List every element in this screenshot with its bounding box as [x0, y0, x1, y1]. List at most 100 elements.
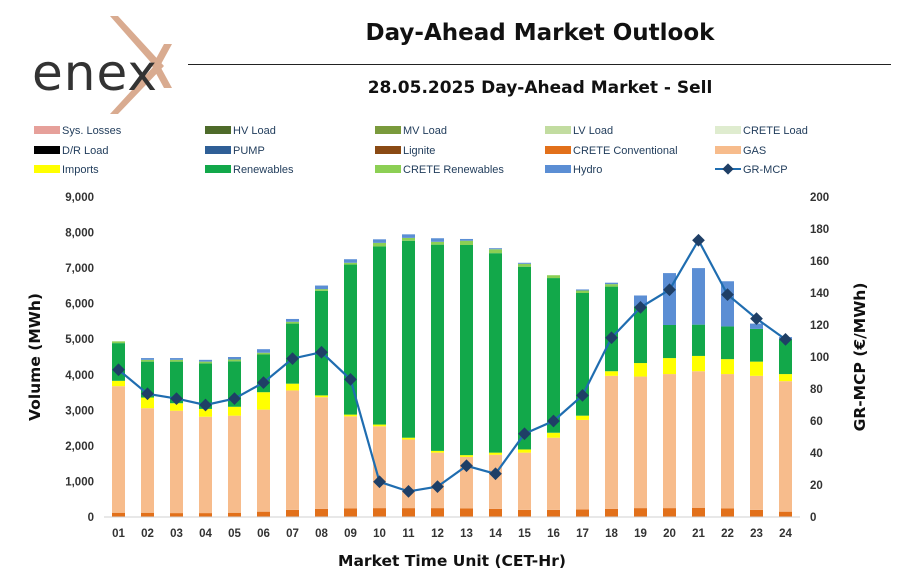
gr-mcp-point	[170, 392, 183, 405]
x-tick-label: 14	[489, 528, 502, 540]
bar-segment	[605, 286, 618, 372]
bar-segment	[402, 234, 415, 238]
legend-marker	[722, 163, 734, 175]
bar-segment	[605, 371, 618, 376]
bar-segment	[286, 383, 299, 391]
bar-segment	[547, 432, 560, 438]
bar-segment	[141, 358, 154, 360]
legend-swatch	[545, 146, 571, 154]
bar-segment	[663, 325, 676, 359]
bar-segment	[315, 290, 328, 396]
bar-segment	[431, 450, 444, 453]
y2-tick-label: 20	[810, 480, 823, 492]
logo-x-mark	[110, 16, 172, 114]
x-tick-label: 11	[402, 528, 415, 540]
y-tick-label: 0	[88, 512, 94, 524]
bar-segment	[460, 245, 473, 456]
x-tick-label: 15	[518, 528, 531, 540]
bar-segment	[112, 386, 125, 513]
bar-segment	[663, 358, 676, 375]
x-tick-label: 23	[750, 528, 763, 540]
bar-segment	[489, 249, 502, 254]
bar-segment	[344, 262, 357, 265]
bar-segment	[750, 361, 763, 376]
legend-swatch	[545, 126, 571, 134]
bar-segment	[634, 363, 647, 377]
bar-segment	[518, 449, 531, 453]
x-axis-title: Market Time Unit (CET-Hr)	[338, 552, 566, 570]
bar-segment	[228, 357, 241, 360]
y-tick-label: 2,000	[65, 441, 94, 453]
bar-segment	[112, 380, 125, 387]
bar-segment	[373, 242, 386, 247]
bar-segment	[576, 419, 589, 510]
bar-segment	[489, 248, 502, 250]
legend-label: HV Load	[233, 125, 276, 137]
bar-segment	[228, 361, 241, 407]
bar-segment	[431, 244, 444, 451]
bar-segment	[518, 509, 531, 517]
bar-segment	[373, 424, 386, 427]
bar-segment	[170, 358, 183, 360]
bar-segment	[315, 508, 328, 517]
gr-mcp-point	[228, 392, 241, 405]
legend-swatch	[375, 146, 401, 154]
y2-tick-label: 200	[810, 192, 829, 204]
y-tick-label: 5,000	[65, 334, 94, 346]
bar-segment	[286, 509, 299, 517]
x-tick-label: 05	[228, 528, 241, 540]
bar-segment	[141, 512, 154, 517]
bar-segment	[489, 508, 502, 517]
bar-segment	[605, 284, 618, 287]
bar-segment	[634, 376, 647, 509]
gr-mcp-line	[117, 237, 787, 493]
bar-segment	[257, 511, 270, 517]
bar-segment	[344, 259, 357, 263]
bar-segment	[750, 323, 763, 329]
y2-axis-title: GR-MCP (€/MWh)	[851, 283, 869, 432]
bar-segment	[141, 397, 154, 409]
bar-segment	[663, 508, 676, 517]
x-tick-label: 09	[344, 528, 357, 540]
bar-segment	[576, 509, 589, 517]
bar-segment	[286, 390, 299, 510]
bar-segment	[779, 374, 792, 382]
bar-segment	[605, 282, 618, 285]
bar-segment	[489, 253, 502, 453]
x-tick-label: 01	[112, 528, 125, 540]
y2-tick-label: 0	[810, 512, 816, 524]
y2-tick-label: 80	[810, 384, 823, 396]
legend-label: MV Load	[403, 125, 447, 137]
legend-swatch	[205, 146, 231, 154]
y-tick-label: 3,000	[65, 405, 94, 417]
x-tick-label: 03	[170, 528, 183, 540]
bar-segment	[721, 374, 734, 509]
bar-segment	[721, 508, 734, 517]
x-tick-label: 13	[460, 528, 473, 540]
bar-segment	[373, 246, 386, 425]
bar-segment	[547, 509, 560, 517]
bar-segment	[141, 359, 154, 362]
bar-segment	[634, 306, 647, 364]
bar-segment	[576, 293, 589, 416]
bar-segment	[170, 410, 183, 514]
bar-segment	[199, 408, 212, 417]
bar-segment	[228, 406, 241, 416]
bar-segment	[721, 326, 734, 360]
gr-mcp-point	[344, 373, 357, 386]
bar-segment	[431, 508, 444, 517]
y2-tick-label: 120	[810, 320, 829, 332]
bar-segment	[315, 397, 328, 509]
y-tick-label: 9,000	[65, 192, 94, 204]
gr-mcp-point	[112, 363, 125, 377]
x-tick-label: 12	[431, 528, 444, 540]
bar-segment	[518, 266, 531, 450]
bar-segment	[373, 508, 386, 517]
x-tick-label: 19	[634, 528, 647, 540]
bar-segment	[547, 278, 560, 433]
y2-tick-label: 60	[810, 416, 823, 428]
x-tick-label: 02	[141, 528, 154, 540]
legend-label: D/R Load	[62, 145, 108, 157]
legend-swatch	[715, 126, 741, 134]
legend-swatch	[375, 165, 401, 173]
